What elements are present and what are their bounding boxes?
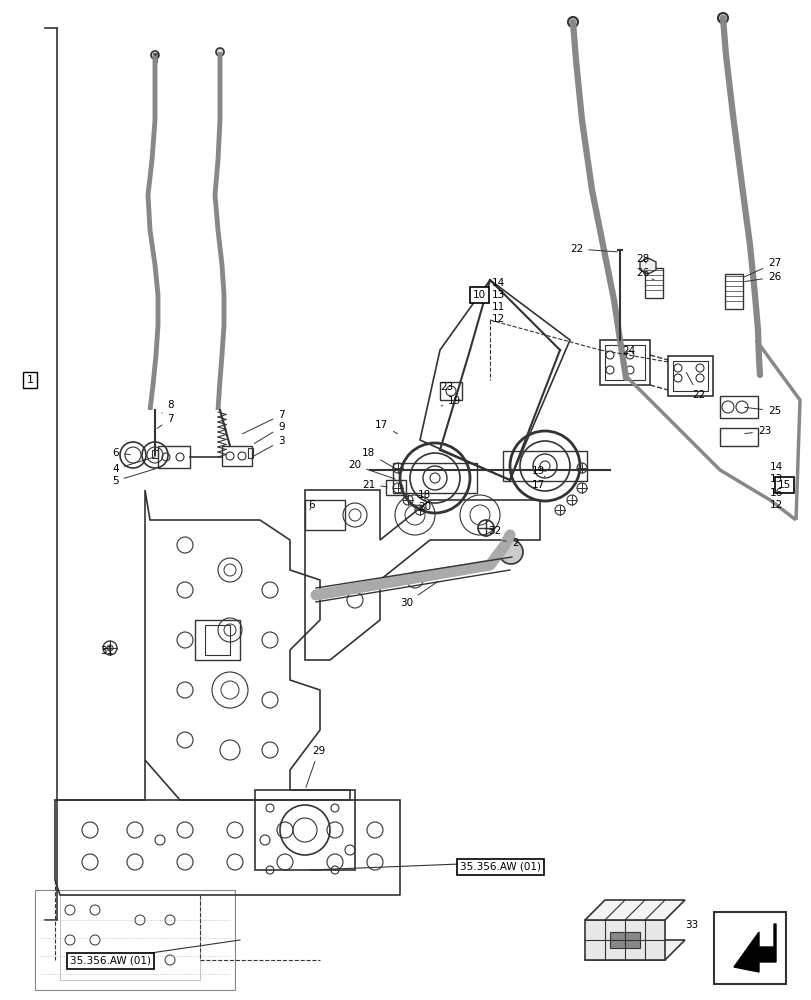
Bar — [672, 361, 707, 391]
Bar — [719, 396, 757, 418]
Bar — [195, 620, 240, 660]
Circle shape — [107, 645, 113, 651]
Circle shape — [151, 51, 159, 59]
Text: 13: 13 — [491, 290, 504, 300]
Bar — [158, 446, 190, 468]
Bar — [221, 446, 251, 466]
Text: 18: 18 — [362, 448, 395, 469]
Text: 9: 9 — [254, 422, 285, 444]
Text: 22: 22 — [569, 244, 616, 254]
Text: 7: 7 — [242, 410, 285, 434]
Bar — [713, 912, 785, 984]
Text: 14: 14 — [769, 462, 783, 472]
Text: 26: 26 — [744, 272, 780, 282]
Polygon shape — [733, 924, 775, 972]
Text: 23: 23 — [440, 382, 453, 392]
Text: 17: 17 — [531, 476, 544, 490]
Text: 17: 17 — [375, 420, 397, 434]
Bar — [724, 274, 742, 309]
Bar — [502, 451, 586, 481]
Text: 24: 24 — [621, 346, 634, 356]
Text: 13: 13 — [769, 474, 783, 484]
Polygon shape — [584, 940, 684, 960]
Bar — [385, 480, 406, 495]
Text: 20: 20 — [348, 460, 395, 479]
Text: 7: 7 — [157, 414, 174, 428]
Bar — [609, 932, 639, 948]
Text: 30: 30 — [400, 582, 437, 608]
Polygon shape — [584, 920, 664, 960]
Text: 6: 6 — [307, 500, 314, 510]
Bar — [440, 382, 461, 400]
Text: 5: 5 — [112, 469, 155, 486]
Text: 22: 22 — [685, 372, 705, 400]
Text: 28: 28 — [635, 254, 649, 264]
Text: 29: 29 — [306, 746, 325, 787]
Bar — [667, 356, 712, 396]
Bar — [255, 790, 354, 870]
Text: 12: 12 — [769, 500, 783, 510]
Text: 14: 14 — [491, 278, 504, 288]
Text: 8: 8 — [162, 400, 174, 413]
Text: 25: 25 — [744, 406, 780, 416]
Text: 21: 21 — [362, 480, 387, 490]
Bar — [60, 895, 200, 980]
Text: 4: 4 — [112, 457, 155, 474]
Bar — [644, 268, 663, 298]
Bar — [152, 450, 158, 458]
Bar — [204, 625, 230, 655]
Text: 19: 19 — [531, 466, 544, 476]
Text: 10: 10 — [473, 290, 486, 300]
Text: 11: 11 — [491, 302, 504, 312]
Text: 23: 23 — [744, 426, 770, 436]
Bar — [604, 345, 644, 380]
Bar — [719, 428, 757, 446]
Polygon shape — [584, 900, 684, 920]
Text: 31: 31 — [100, 646, 113, 656]
Text: 19: 19 — [440, 396, 461, 406]
Circle shape — [568, 17, 577, 27]
Bar — [35, 890, 234, 990]
Bar — [599, 340, 649, 385]
Text: 6: 6 — [112, 448, 130, 458]
Bar — [247, 448, 253, 458]
Text: 2: 2 — [502, 538, 518, 548]
Text: 32: 32 — [487, 526, 500, 536]
Text: 27: 27 — [744, 258, 780, 277]
Text: 15: 15 — [777, 480, 790, 490]
Bar — [305, 500, 345, 530]
Circle shape — [216, 48, 224, 56]
Bar — [393, 463, 476, 493]
Text: 33: 33 — [684, 920, 697, 930]
Text: 12: 12 — [491, 314, 504, 324]
Text: 26: 26 — [635, 268, 653, 280]
Circle shape — [717, 13, 727, 23]
Text: 3: 3 — [252, 436, 285, 457]
Text: 35.356.AW (01): 35.356.AW (01) — [70, 956, 151, 966]
Text: 16: 16 — [769, 488, 783, 498]
Circle shape — [499, 540, 522, 564]
Polygon shape — [639, 258, 655, 274]
Text: 18: 18 — [418, 490, 431, 500]
Text: 1: 1 — [27, 375, 33, 385]
Text: 20: 20 — [418, 502, 431, 512]
Text: 35.356.AW (01): 35.356.AW (01) — [460, 862, 540, 872]
